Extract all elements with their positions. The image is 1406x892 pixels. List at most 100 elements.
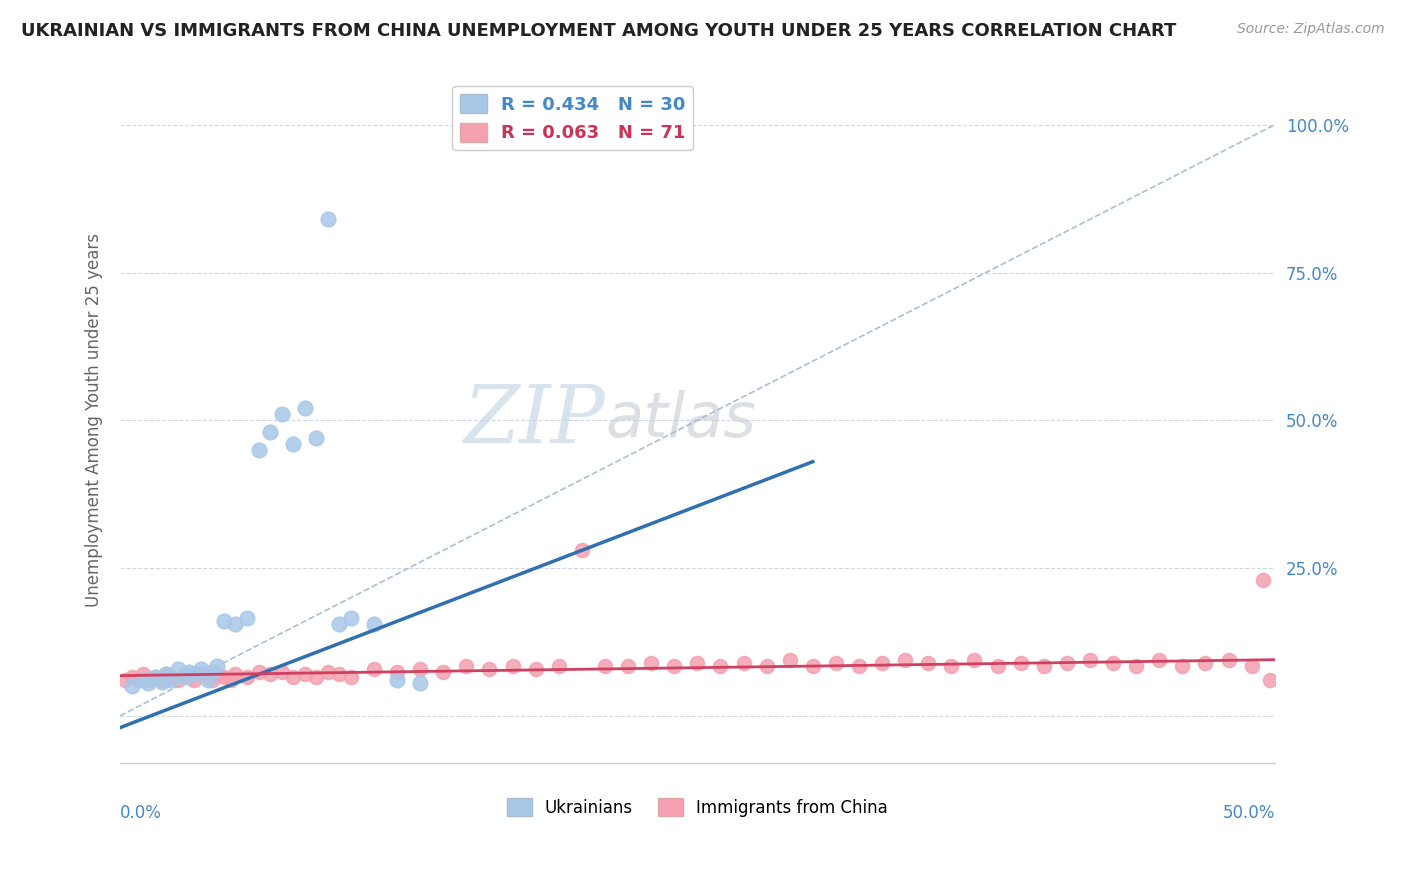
Point	[166, 661, 188, 675]
Point	[617, 658, 640, 673]
Point	[197, 670, 219, 684]
Point	[502, 658, 524, 673]
Point	[190, 667, 212, 681]
Point	[143, 670, 166, 684]
Text: atlas: atlas	[605, 391, 756, 450]
Point	[179, 670, 201, 684]
Point	[709, 658, 731, 673]
Point	[456, 658, 478, 673]
Point	[963, 653, 986, 667]
Point	[155, 667, 177, 681]
Point	[432, 665, 454, 679]
Point	[155, 667, 177, 681]
Point	[409, 661, 432, 675]
Point	[640, 656, 662, 670]
Point	[894, 653, 917, 667]
Point	[236, 670, 259, 684]
Point	[1078, 653, 1101, 667]
Y-axis label: Unemployment Among Youth under 25 years: Unemployment Among Youth under 25 years	[86, 234, 103, 607]
Point	[801, 658, 824, 673]
Point	[224, 667, 246, 681]
Point	[121, 679, 143, 693]
Point	[143, 670, 166, 684]
Point	[755, 658, 778, 673]
Point	[294, 401, 316, 416]
Point	[664, 658, 686, 673]
Point	[179, 665, 201, 679]
Point	[305, 431, 328, 445]
Point	[870, 656, 893, 670]
Point	[478, 661, 501, 675]
Point	[159, 670, 181, 684]
Point	[547, 658, 569, 673]
Point	[190, 661, 212, 675]
Point	[201, 665, 224, 679]
Point	[219, 673, 242, 688]
Point	[1171, 658, 1194, 673]
Point	[201, 673, 224, 688]
Legend: Ukrainians, Immigrants from China: Ukrainians, Immigrants from China	[501, 791, 894, 823]
Point	[941, 658, 963, 673]
Point	[733, 656, 755, 670]
Point	[328, 667, 350, 681]
Point	[283, 437, 305, 451]
Point	[409, 676, 432, 690]
Point	[571, 543, 593, 558]
Point	[224, 617, 246, 632]
Point	[1032, 658, 1054, 673]
Point	[848, 658, 870, 673]
Text: ZIP: ZIP	[463, 382, 605, 459]
Point	[1147, 653, 1170, 667]
Point	[1251, 573, 1274, 587]
Point	[247, 665, 270, 679]
Point	[1102, 656, 1125, 670]
Point	[1258, 673, 1281, 688]
Point	[132, 673, 155, 688]
Point	[686, 656, 709, 670]
Text: 0.0%: 0.0%	[120, 805, 162, 822]
Point	[121, 670, 143, 684]
Point	[1056, 656, 1078, 670]
Point	[212, 670, 235, 684]
Point	[1010, 656, 1032, 670]
Point	[150, 674, 173, 689]
Text: Source: ZipAtlas.com: Source: ZipAtlas.com	[1237, 22, 1385, 37]
Point	[294, 667, 316, 681]
Point	[173, 670, 195, 684]
Point	[987, 658, 1010, 673]
Point	[270, 408, 292, 422]
Point	[159, 673, 181, 688]
Point	[183, 667, 205, 681]
Point	[363, 661, 385, 675]
Point	[1240, 658, 1263, 673]
Point	[1218, 653, 1240, 667]
Point	[270, 665, 292, 679]
Point	[779, 653, 801, 667]
Point	[205, 667, 228, 681]
Point	[136, 673, 159, 688]
Point	[917, 656, 939, 670]
Point	[328, 617, 350, 632]
Point	[340, 611, 363, 625]
Point	[197, 673, 219, 688]
Text: UKRAINIAN VS IMMIGRANTS FROM CHINA UNEMPLOYMENT AMONG YOUTH UNDER 25 YEARS CORRE: UKRAINIAN VS IMMIGRANTS FROM CHINA UNEMP…	[21, 22, 1177, 40]
Point	[205, 658, 228, 673]
Point	[283, 670, 305, 684]
Point	[825, 656, 848, 670]
Point	[236, 611, 259, 625]
Point	[1194, 656, 1216, 670]
Point	[305, 670, 328, 684]
Point	[259, 425, 281, 439]
Text: 50.0%: 50.0%	[1222, 805, 1275, 822]
Point	[316, 665, 339, 679]
Point	[127, 673, 149, 688]
Point	[1125, 658, 1147, 673]
Point	[385, 665, 408, 679]
Point	[593, 658, 616, 673]
Point	[247, 442, 270, 457]
Point	[166, 673, 188, 688]
Point	[150, 673, 173, 688]
Point	[114, 673, 136, 688]
Point	[316, 212, 339, 227]
Point	[340, 670, 363, 684]
